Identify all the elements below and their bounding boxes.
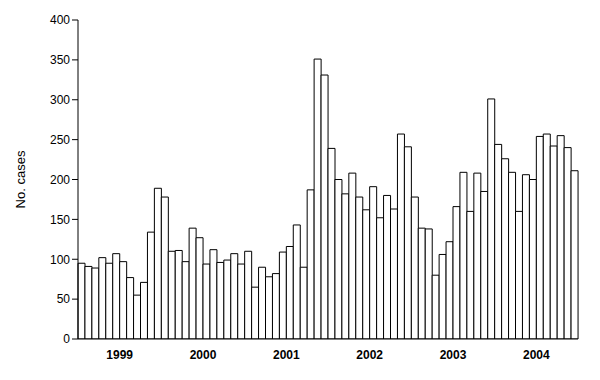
svg-text:No. cases: No. cases xyxy=(13,150,28,208)
svg-text:2000: 2000 xyxy=(190,348,217,362)
svg-text:300: 300 xyxy=(50,93,70,107)
svg-text:2003: 2003 xyxy=(440,348,467,362)
svg-text:2002: 2002 xyxy=(356,348,383,362)
svg-text:150: 150 xyxy=(50,213,70,227)
svg-text:250: 250 xyxy=(50,133,70,147)
svg-text:0: 0 xyxy=(63,332,70,346)
svg-text:50: 50 xyxy=(57,292,71,306)
svg-text:2001: 2001 xyxy=(273,348,300,362)
svg-text:200: 200 xyxy=(50,173,70,187)
svg-text:1999: 1999 xyxy=(106,348,133,362)
svg-text:2004: 2004 xyxy=(523,348,550,362)
svg-text:100: 100 xyxy=(50,253,70,267)
svg-text:400: 400 xyxy=(50,13,70,27)
svg-text:350: 350 xyxy=(50,53,70,67)
